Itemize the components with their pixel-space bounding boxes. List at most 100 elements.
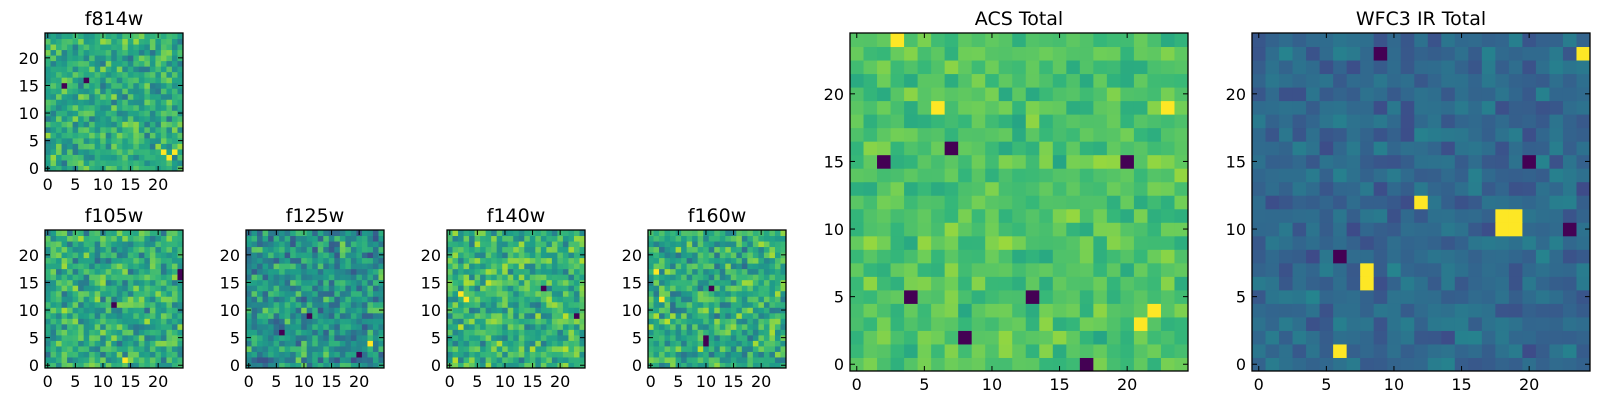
heatmap-cell — [144, 159, 151, 166]
heatmap-cell — [155, 290, 162, 297]
heatmap-cell — [116, 126, 123, 133]
heatmap-cell — [551, 345, 558, 352]
heatmap-cell — [1468, 168, 1483, 183]
heatmap-cell — [917, 249, 932, 264]
heatmap-cell — [171, 356, 178, 363]
heatmap-cell — [850, 195, 865, 210]
heatmap-cell — [1252, 46, 1267, 61]
heatmap-cell — [1387, 60, 1402, 75]
heatmap-cell — [502, 290, 509, 297]
heatmap-cell — [100, 241, 107, 248]
heatmap-cell — [890, 222, 905, 237]
heatmap-cell — [1387, 127, 1402, 142]
heatmap-cell — [1025, 127, 1040, 142]
heatmap-cell — [1079, 73, 1094, 88]
heatmap-cell — [144, 132, 151, 139]
heatmap-cell — [708, 285, 715, 292]
heatmap-cell — [1039, 114, 1054, 129]
heatmap-cell — [67, 356, 74, 363]
heatmap-cell — [111, 82, 118, 89]
heatmap-cell — [675, 318, 682, 325]
heatmap-cell — [944, 73, 959, 88]
heatmap-cell — [1468, 262, 1483, 277]
heatmap-cell — [535, 340, 542, 347]
heatmap-cell — [1319, 208, 1334, 223]
heatmap-cell — [714, 296, 721, 303]
heatmap-cell — [763, 257, 770, 264]
heatmap-cell — [1133, 87, 1148, 102]
heatmap-cell — [251, 312, 258, 319]
heatmap-cell — [1576, 195, 1591, 210]
heatmap-cell — [290, 351, 297, 358]
heatmap-cell — [769, 274, 776, 281]
heatmap-cell — [1481, 114, 1496, 129]
heatmap-cell — [323, 334, 330, 341]
heatmap-cell — [1279, 195, 1294, 210]
heatmap-cell — [1441, 100, 1456, 115]
heatmap-cell — [334, 257, 341, 264]
heatmap-cell — [850, 357, 865, 372]
heatmap-cell — [290, 296, 297, 303]
heatmap-cell — [116, 148, 123, 155]
heatmap-cell — [1306, 222, 1321, 237]
heatmap-cell — [474, 307, 481, 314]
heatmap-cell — [568, 274, 575, 281]
heatmap-cell — [122, 351, 129, 358]
heatmap-cell — [1549, 276, 1564, 291]
heatmap-cell — [367, 230, 374, 237]
heatmap-cell — [747, 290, 754, 297]
heatmap-cell — [1441, 343, 1456, 358]
heatmap-cell — [1147, 303, 1162, 318]
heatmap-cell — [780, 318, 787, 325]
heatmap-cell — [149, 60, 156, 67]
heatmap-cell — [251, 362, 258, 369]
heatmap-cell — [485, 345, 492, 352]
heatmap-cell — [166, 252, 173, 259]
x-tick-label: 10 — [294, 372, 314, 391]
heatmap-cell — [105, 104, 112, 111]
heatmap-cell — [345, 307, 352, 314]
heatmap-cell — [917, 357, 932, 372]
heatmap-cell — [1360, 249, 1375, 264]
heatmap-cell — [1079, 289, 1094, 304]
heatmap-cell — [160, 241, 167, 248]
heatmap-cell — [944, 181, 959, 196]
heatmap-cell — [111, 38, 118, 45]
heatmap-cell — [61, 60, 68, 67]
heatmap-cell — [579, 296, 586, 303]
heatmap-cell — [670, 334, 677, 341]
heatmap-cell — [546, 241, 553, 248]
heatmap-cell — [917, 303, 932, 318]
heatmap-cell — [361, 230, 368, 237]
heatmap-cell — [1400, 141, 1415, 156]
heatmap-cell — [469, 351, 476, 358]
heatmap-cell — [361, 246, 368, 253]
heatmap-cell — [257, 356, 264, 363]
heatmap-cell — [111, 301, 118, 308]
x-tick-label: 0 — [646, 372, 656, 391]
heatmap-cell — [708, 263, 715, 270]
heatmap-cell — [1265, 181, 1280, 196]
heatmap-cell — [681, 268, 688, 275]
heatmap-cell — [557, 318, 564, 325]
heatmap-cell — [111, 252, 118, 259]
heatmap-cell — [67, 345, 74, 352]
heatmap-cell — [692, 301, 699, 308]
heatmap-cell — [719, 274, 726, 281]
heatmap-cell — [758, 257, 765, 264]
heatmap-cell — [1093, 249, 1108, 264]
heatmap-cell — [367, 351, 374, 358]
heatmap-cell — [1562, 235, 1577, 250]
heatmap-cell — [513, 312, 520, 319]
heatmap-cell — [306, 323, 313, 330]
heatmap-cell — [741, 312, 748, 319]
heatmap-cell — [769, 307, 776, 314]
heatmap-cell — [122, 285, 129, 292]
heatmap-cell — [1373, 276, 1388, 291]
heatmap-cell — [730, 241, 737, 248]
heatmap-cell — [659, 345, 666, 352]
heatmap-cell — [904, 141, 919, 156]
heatmap-cell — [78, 351, 85, 358]
heatmap-cell — [105, 165, 112, 172]
heatmap-cell — [719, 252, 726, 259]
